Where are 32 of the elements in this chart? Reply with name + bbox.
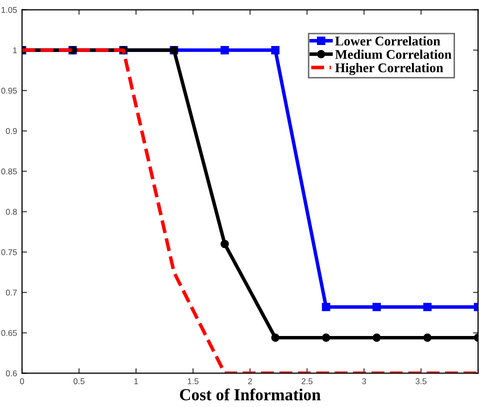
x-tick-label: 2.5 <box>302 378 312 384</box>
y-tick-label: 0.6 <box>6 370 17 376</box>
x-tick-label: 1.5 <box>188 378 198 384</box>
y-tick-label: 0.75 <box>1 249 17 256</box>
x-tick-label: 3.5 <box>416 378 426 384</box>
x-tick-label: 3 <box>362 378 366 384</box>
point <box>372 334 381 342</box>
point <box>220 46 229 54</box>
y-tick-label: 1 <box>13 47 17 54</box>
x-axis-title: Cost of Information <box>180 388 321 400</box>
y-tick-label: 0.7 <box>6 290 17 296</box>
x-tick-label: 0.5 <box>74 378 84 384</box>
legend-label: Lower Correlation <box>335 36 440 46</box>
legend-label: Higher Correlation <box>335 62 444 76</box>
point <box>322 302 330 312</box>
y-tick-label: 0.8 <box>6 208 17 215</box>
x-tick-label: 2 <box>248 378 252 384</box>
point <box>220 240 229 248</box>
point <box>423 334 432 342</box>
point <box>322 334 330 342</box>
y-tick-label: 0.95 <box>1 88 17 94</box>
point <box>271 334 280 342</box>
point <box>423 302 432 312</box>
y-tick-label: 0.85 <box>1 168 17 174</box>
legend-label: Medium Correlation <box>335 50 452 59</box>
x-tick-label: 1 <box>134 378 138 384</box>
point <box>271 46 280 54</box>
y-tick-label: 0.9 <box>6 128 17 134</box>
point <box>372 302 381 312</box>
y-tick-label: 1.05 <box>2 6 17 13</box>
x-tick-label: 0 <box>20 378 24 384</box>
y-tick-label: 0.65 <box>1 330 17 336</box>
